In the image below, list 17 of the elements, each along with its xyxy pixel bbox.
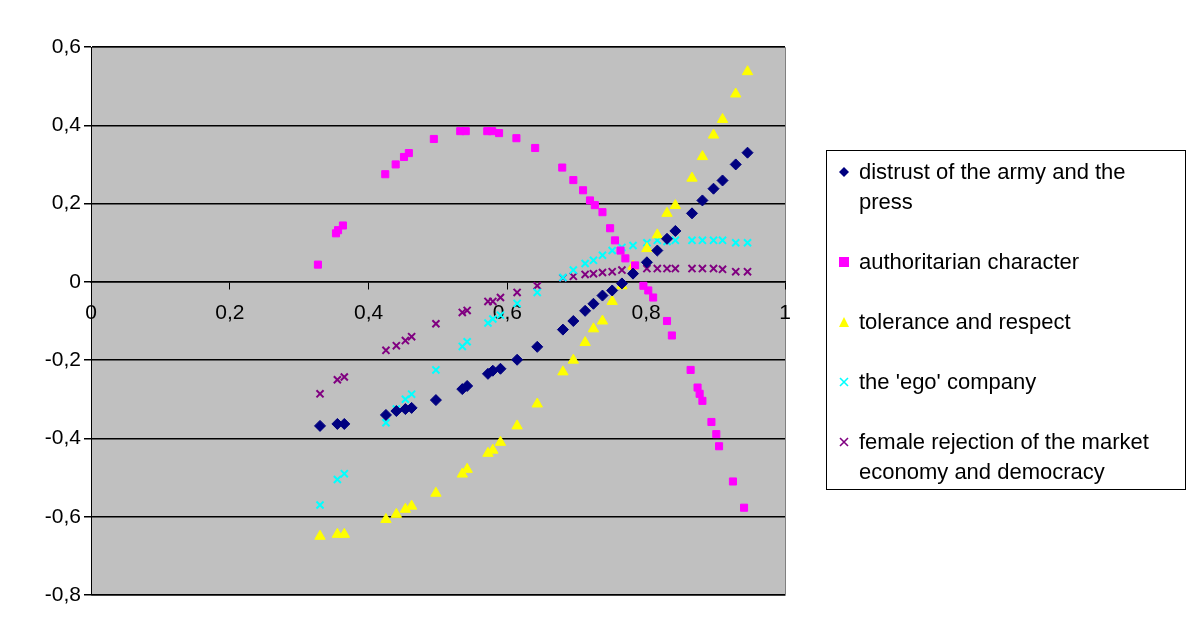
legend-label: female rejection of the market economy and democracy xyxy=(859,428,1150,486)
y-tick-label: 0,2 xyxy=(51,190,81,214)
x-tick-label: 0,2 xyxy=(215,300,245,324)
legend-label: distrust of the army and the press xyxy=(859,158,1127,216)
x-tick-label: 0,4 xyxy=(354,300,384,324)
legend-label: the 'ego' company xyxy=(859,368,1037,396)
x-tick-label: 1 xyxy=(779,300,791,324)
y-tick-label: -0,4 xyxy=(44,425,82,449)
y-tick-label: -0,8 xyxy=(44,581,81,605)
y-tick-label: 0,4 xyxy=(51,112,82,136)
legend-label: authoritarian character xyxy=(859,248,1080,276)
y-tick-label: 0 xyxy=(69,268,81,292)
y-tick-label: 0,6 xyxy=(51,33,81,57)
x-tick-label: 0,8 xyxy=(631,300,661,324)
y-tick-label: -0,2 xyxy=(44,346,81,370)
y-tick-label: -0,6 xyxy=(44,503,81,527)
legend-label: tolerance and respect xyxy=(859,308,1071,336)
